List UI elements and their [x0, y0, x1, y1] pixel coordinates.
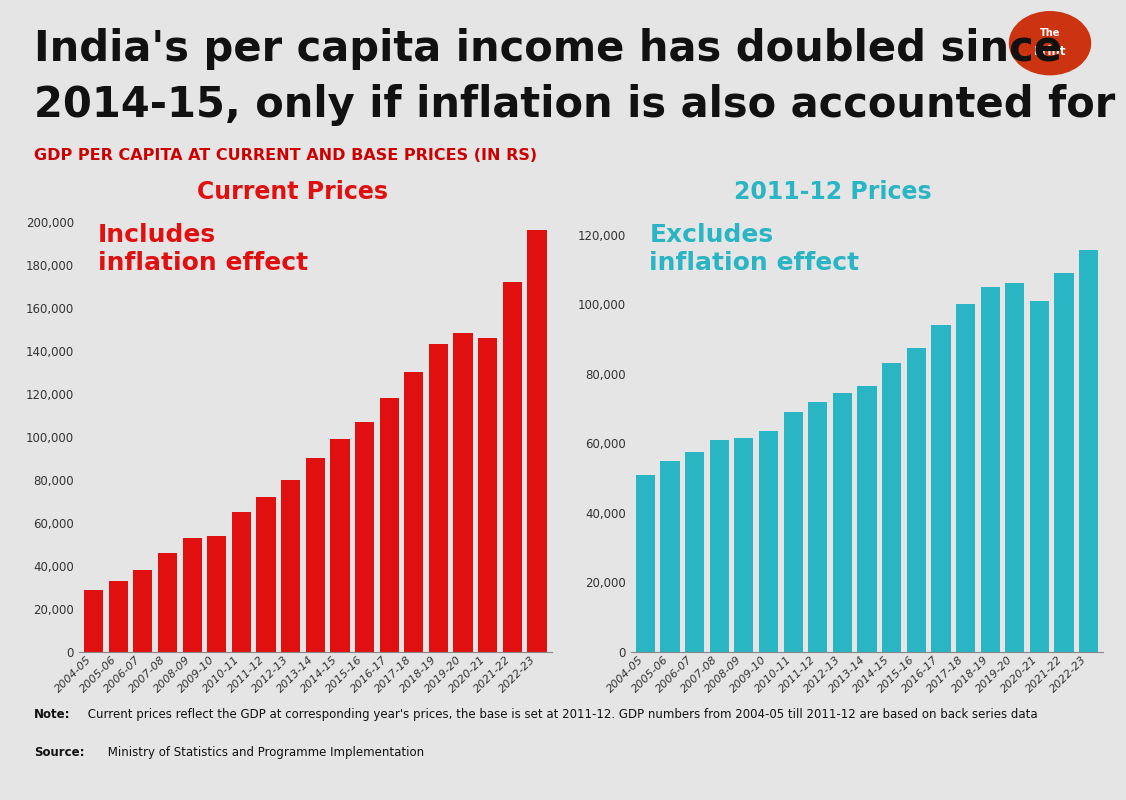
Bar [207, 536, 226, 652]
Bar [981, 287, 1000, 652]
Text: Current prices reflect the GDP at corresponding year's prices, the base is set a: Current prices reflect the GDP at corres… [84, 708, 1038, 721]
Bar [636, 474, 655, 652]
Text: GDP PER CAPITA AT CURRENT AND BASE PRICES (IN RS): GDP PER CAPITA AT CURRENT AND BASE PRICE… [34, 148, 537, 163]
Text: 2011-12 Prices: 2011-12 Prices [734, 180, 932, 204]
Bar [808, 402, 828, 652]
Bar [784, 412, 803, 652]
Bar [429, 344, 448, 652]
Text: Includes
inflation effect: Includes inflation effect [98, 222, 307, 275]
Bar [527, 230, 546, 652]
Bar [479, 338, 498, 652]
Bar [454, 334, 473, 652]
Bar [906, 348, 926, 652]
Bar [882, 363, 901, 652]
Text: Excludes
inflation effect: Excludes inflation effect [650, 222, 859, 275]
Bar [685, 452, 704, 652]
Bar [1006, 283, 1025, 652]
Bar [833, 393, 852, 652]
Text: Print: Print [1034, 45, 1066, 58]
Bar [502, 282, 522, 652]
Text: India's per capita income has doubled since: India's per capita income has doubled si… [34, 28, 1062, 70]
Bar [379, 398, 399, 652]
Bar [232, 512, 251, 652]
Bar [158, 553, 177, 652]
Text: Current Prices: Current Prices [197, 180, 388, 204]
Bar [660, 461, 680, 652]
Bar [84, 590, 104, 652]
Bar [1079, 250, 1098, 652]
Text: Ministry of Statistics and Programme Implementation: Ministry of Statistics and Programme Imp… [104, 746, 423, 758]
Circle shape [1009, 12, 1090, 74]
Bar [931, 325, 950, 652]
Bar [257, 497, 276, 652]
Bar [857, 386, 877, 652]
Bar [404, 372, 423, 652]
Text: Source:: Source: [34, 746, 84, 758]
Bar [305, 458, 325, 652]
Bar [282, 480, 301, 652]
Bar [734, 438, 753, 652]
Bar [108, 581, 128, 652]
Bar [133, 570, 152, 652]
Text: 2014-15, only if inflation is also accounted for: 2014-15, only if inflation is also accou… [34, 84, 1115, 126]
Bar [355, 422, 374, 652]
Text: Note:: Note: [34, 708, 70, 721]
Text: The: The [1039, 28, 1061, 38]
Bar [759, 431, 778, 652]
Bar [956, 304, 975, 652]
Bar [182, 538, 202, 652]
Bar [1054, 273, 1074, 652]
Bar [1030, 301, 1049, 652]
Bar [330, 439, 349, 652]
Bar [709, 440, 729, 652]
